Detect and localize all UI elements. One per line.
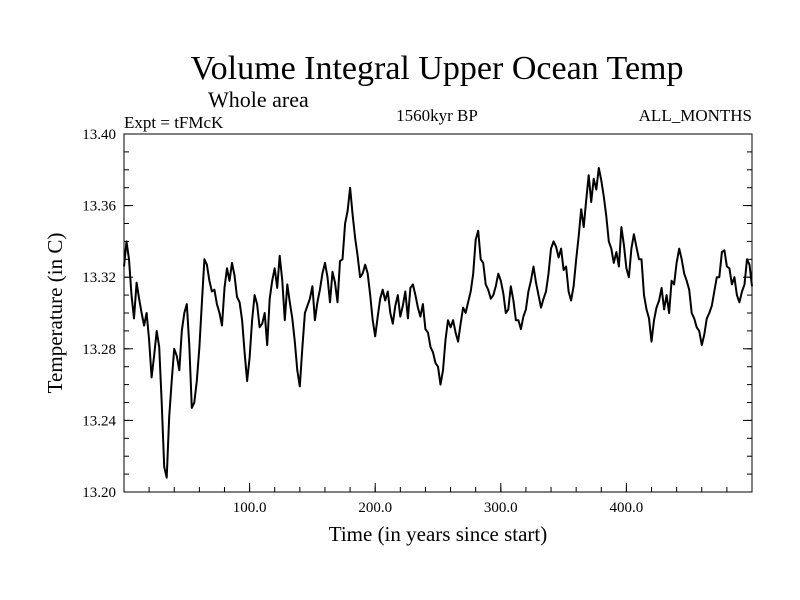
line-chart: Volume Integral Upper Ocean Temp Whole a… [0, 0, 800, 600]
tick-labels: 100.0 200.0 300.0 400.0 13.20 13.24 13.28 13.32… [82, 127, 643, 516]
x-tick-label: 100.0 [233, 500, 267, 516]
series-group [124, 168, 752, 478]
months-label: ALL_MONTHS [639, 106, 752, 125]
y-axis-label: Temperature (in C) [43, 233, 67, 394]
y-tick-label: 13.20 [82, 485, 116, 501]
x-tick-label: 200.0 [358, 500, 392, 516]
x-tick-label: 400.0 [610, 500, 644, 516]
y-tick-label: 13.24 [82, 413, 116, 429]
y-tick-label: 13.32 [82, 270, 116, 286]
period-label: 1560kyr BP [396, 106, 478, 125]
chart-subtitle: Whole area [208, 87, 309, 112]
axis-ticks [124, 134, 752, 492]
plot-frame [124, 134, 752, 492]
y-tick-label: 13.28 [82, 342, 116, 358]
chart-title: Volume Integral Upper Ocean Temp [191, 50, 684, 87]
series-line [124, 168, 752, 478]
y-tick-label: 13.36 [82, 199, 116, 215]
experiment-label: Expt = tFMcK [124, 113, 224, 132]
x-tick-label: 300.0 [484, 500, 518, 516]
x-axis-label: Time (in years since start) [329, 522, 548, 546]
y-tick-label: 13.40 [82, 127, 116, 143]
